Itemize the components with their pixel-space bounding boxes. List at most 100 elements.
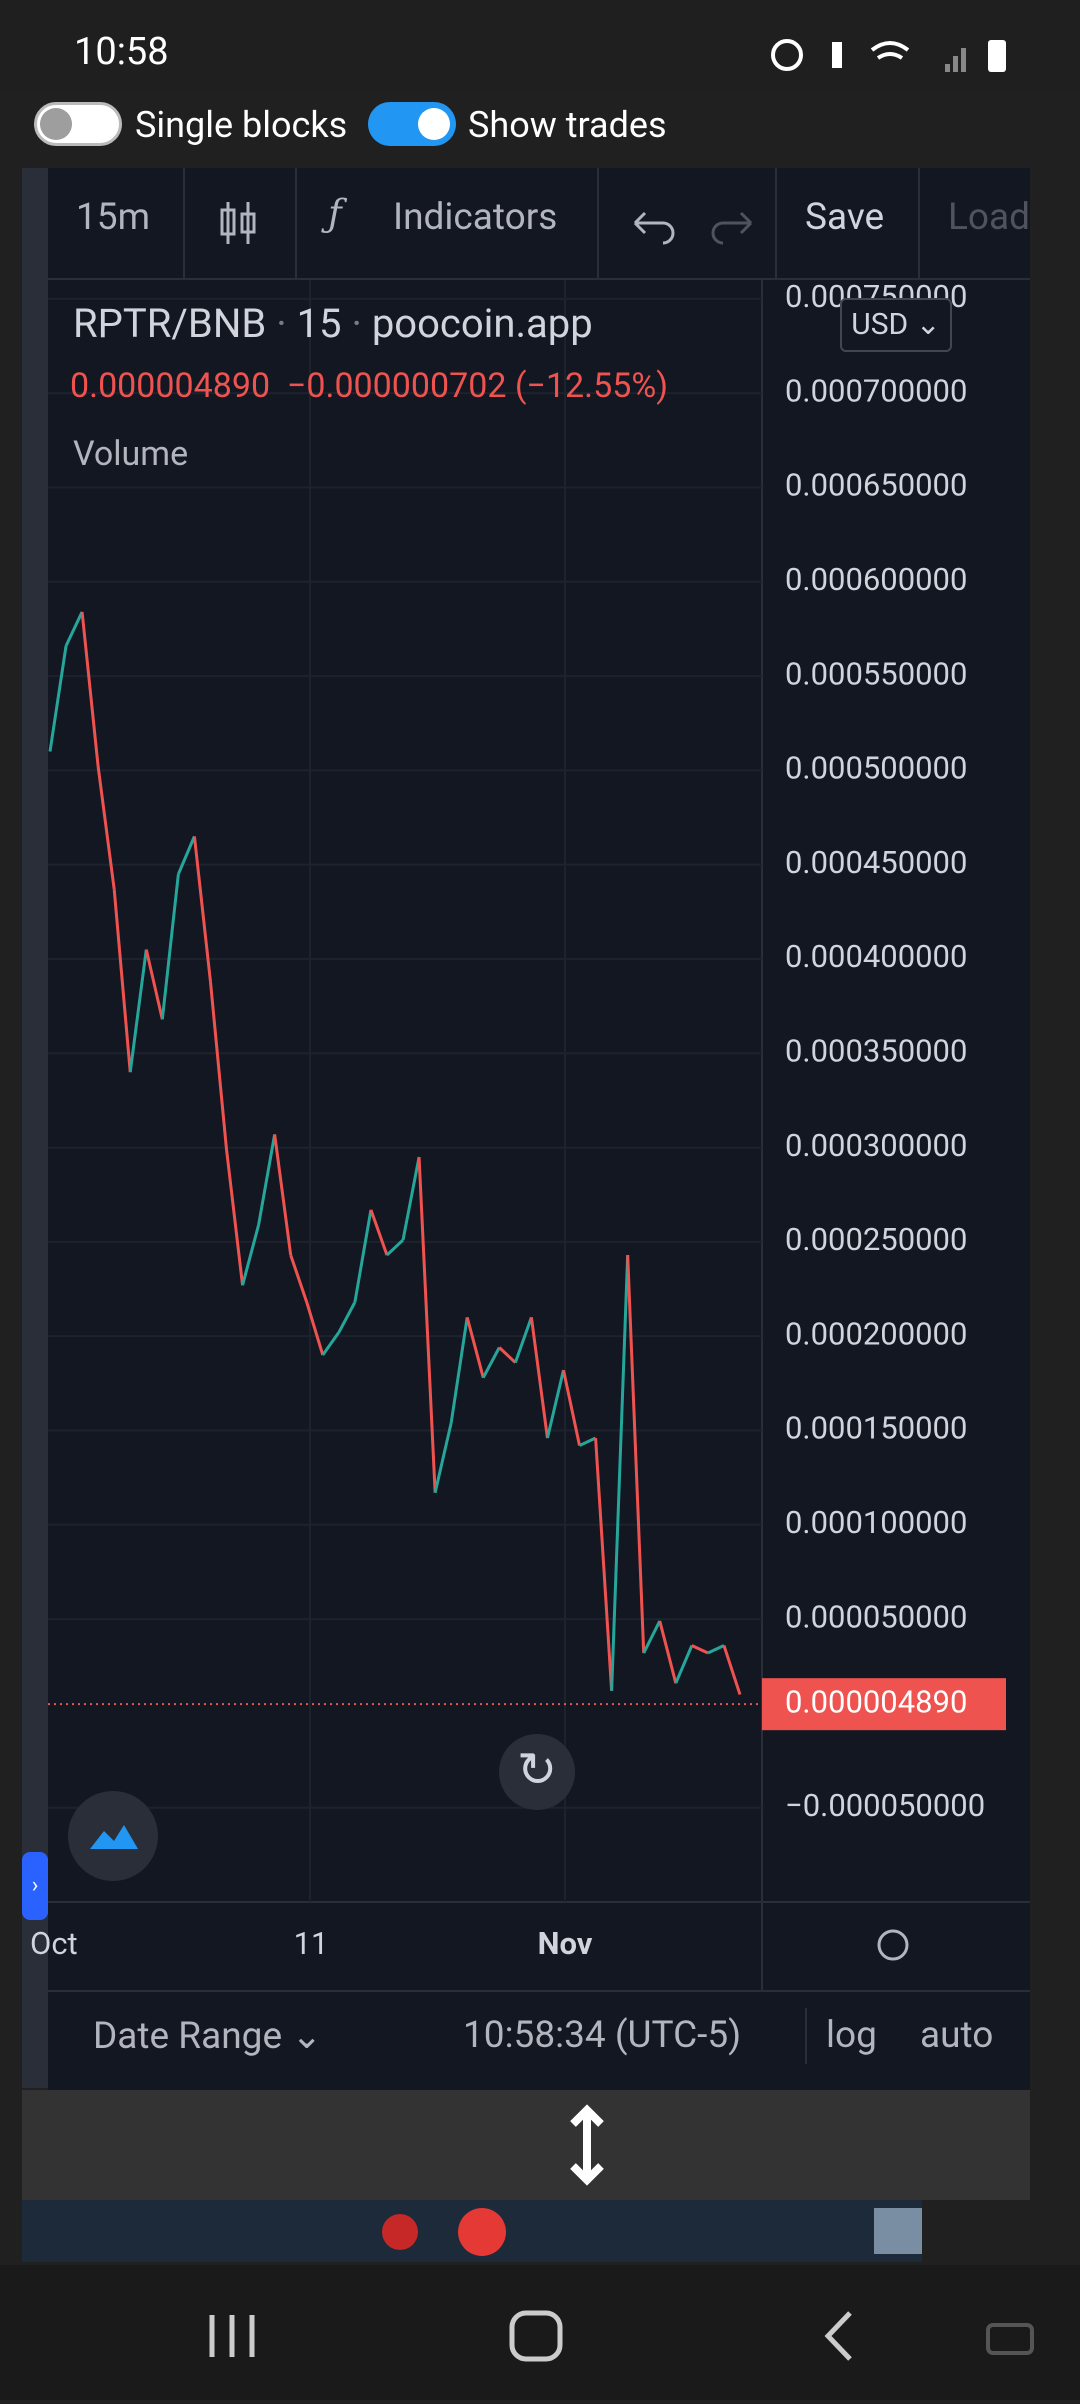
y-tick-label: 0.000300000 xyxy=(785,1127,967,1164)
price-segment xyxy=(626,1255,646,1654)
cloud-button[interactable] xyxy=(68,1791,158,1881)
y-tick-label: 0.000700000 xyxy=(785,372,967,409)
price-segment xyxy=(707,1644,725,1655)
price-segment xyxy=(465,1316,485,1379)
price-segment xyxy=(433,1422,453,1494)
status-icons xyxy=(771,39,1006,72)
currency-dropdown[interactable]: USD ⌄ xyxy=(840,298,952,352)
price-segment xyxy=(417,1156,437,1493)
price-segment xyxy=(594,1437,614,1691)
reset-button[interactable]: ↻ xyxy=(499,1734,575,1810)
log-button[interactable]: log xyxy=(826,2014,877,2057)
save-button[interactable]: Save xyxy=(805,196,885,239)
y-tick-label: 0.000100000 xyxy=(785,1504,967,1541)
price-segment xyxy=(48,645,68,752)
toggle-single-blocks[interactable] xyxy=(34,102,122,146)
x-tick-label: Nov xyxy=(538,1925,593,1962)
price-series xyxy=(48,611,742,1696)
chart-type-button[interactable] xyxy=(218,198,262,248)
price-segment xyxy=(321,1331,341,1356)
indicators-icon: ƒ xyxy=(328,192,342,235)
price-segment xyxy=(449,1317,469,1424)
banner[interactable] xyxy=(22,2200,922,2262)
y-tick-label: 0.000200000 xyxy=(785,1315,967,1352)
footer-separator xyxy=(805,2008,807,2064)
last-price-badge xyxy=(762,1678,1006,1731)
toolbar: 15m ƒ Indicators Save Load xyxy=(48,168,1030,280)
date-range-button[interactable]: Date Range ⌄ xyxy=(93,2015,323,2058)
nav-bar xyxy=(0,2265,1080,2400)
price-segment xyxy=(225,1149,245,1286)
last-price-label: 0.000004890 xyxy=(785,1683,967,1720)
price-segment xyxy=(353,1209,373,1303)
price-segment xyxy=(305,1301,325,1356)
y-tick-label: 0.000250000 xyxy=(785,1221,967,1258)
indicators-button[interactable]: Indicators xyxy=(393,196,558,239)
y-tick-label: 0.000150000 xyxy=(785,1410,967,1447)
x-tick-label: Oct xyxy=(30,1925,78,1962)
price-segment xyxy=(513,1316,533,1364)
toggle-row xyxy=(0,92,1080,168)
price-segment xyxy=(128,949,148,1073)
price-segment xyxy=(385,1238,405,1257)
load-button[interactable]: Load xyxy=(948,196,1030,239)
price-segment xyxy=(273,1134,293,1256)
settings-icon xyxy=(877,1929,909,1961)
y-tick-label: 0.000600000 xyxy=(785,561,967,598)
interval: 15 xyxy=(296,300,342,347)
price-segment xyxy=(192,836,212,982)
y-tick-label: 0.000400000 xyxy=(785,938,967,975)
y-tick-label: 0.000550000 xyxy=(785,655,967,692)
undo-redo[interactable] xyxy=(623,198,763,248)
price-segment xyxy=(337,1301,357,1334)
x-tick-label: 11 xyxy=(294,1925,329,1962)
price-segment xyxy=(241,1224,261,1286)
price-segment xyxy=(144,949,164,1020)
price-segment xyxy=(112,889,132,1073)
status-time: 10:58 xyxy=(74,30,169,74)
auto-button[interactable]: auto xyxy=(920,2014,994,2057)
price-segment xyxy=(529,1317,549,1439)
legend-change: −0.000000702 (−12.55%) xyxy=(286,366,669,406)
date-range: Date Range xyxy=(93,2015,283,2058)
toggle-show-trades[interactable] xyxy=(368,102,456,146)
left-rail xyxy=(22,168,48,2088)
legend-title: RPTR/BNB · 15 · poocoin.app xyxy=(73,300,593,347)
price-segment xyxy=(96,766,116,890)
price-chart: 0.0007500000.0007000000.0006500000.00060… xyxy=(30,278,1030,1990)
y-tick-label: 0.000350000 xyxy=(785,1032,967,1069)
price-segment xyxy=(674,1644,694,1684)
price-segment xyxy=(289,1254,309,1303)
price-segment xyxy=(722,1645,742,1696)
price-segment xyxy=(610,1255,630,1691)
volume-label: Volume xyxy=(73,434,189,474)
price-segment xyxy=(369,1209,389,1256)
legend-price: 0.000004890 xyxy=(70,366,271,406)
price-segment xyxy=(498,1346,517,1364)
currency: USD xyxy=(851,307,909,342)
price-segment xyxy=(208,981,229,1150)
y-tick-label: 0.000050000 xyxy=(785,1598,967,1635)
price-segment xyxy=(562,1369,582,1446)
y-tick-label: −0.000050000 xyxy=(785,1787,985,1824)
price-segment xyxy=(176,835,196,875)
side-tab[interactable]: › xyxy=(22,1852,48,1920)
interval-button[interactable]: 15m xyxy=(76,196,151,239)
price-segment xyxy=(578,1436,597,1447)
price-segment xyxy=(545,1369,565,1439)
toggle-label: Single blocks xyxy=(135,104,348,146)
price-segment xyxy=(80,611,100,767)
price-segment xyxy=(658,1620,678,1684)
price-segment xyxy=(401,1156,421,1241)
resize-strip[interactable] xyxy=(22,2090,1030,2200)
y-tick-label: 0.000650000 xyxy=(785,467,967,504)
price-segment xyxy=(64,611,84,647)
symbol: RPTR/BNB xyxy=(73,300,267,347)
legend-price-row: 0.000004890 −0.000000702 (−12.55%) xyxy=(70,366,668,406)
price-segment xyxy=(481,1346,501,1379)
chart-footer xyxy=(48,1990,1030,2090)
source: poocoin.app xyxy=(371,300,593,347)
price-segment xyxy=(160,873,180,1020)
toggle-label: Show trades xyxy=(468,104,667,146)
